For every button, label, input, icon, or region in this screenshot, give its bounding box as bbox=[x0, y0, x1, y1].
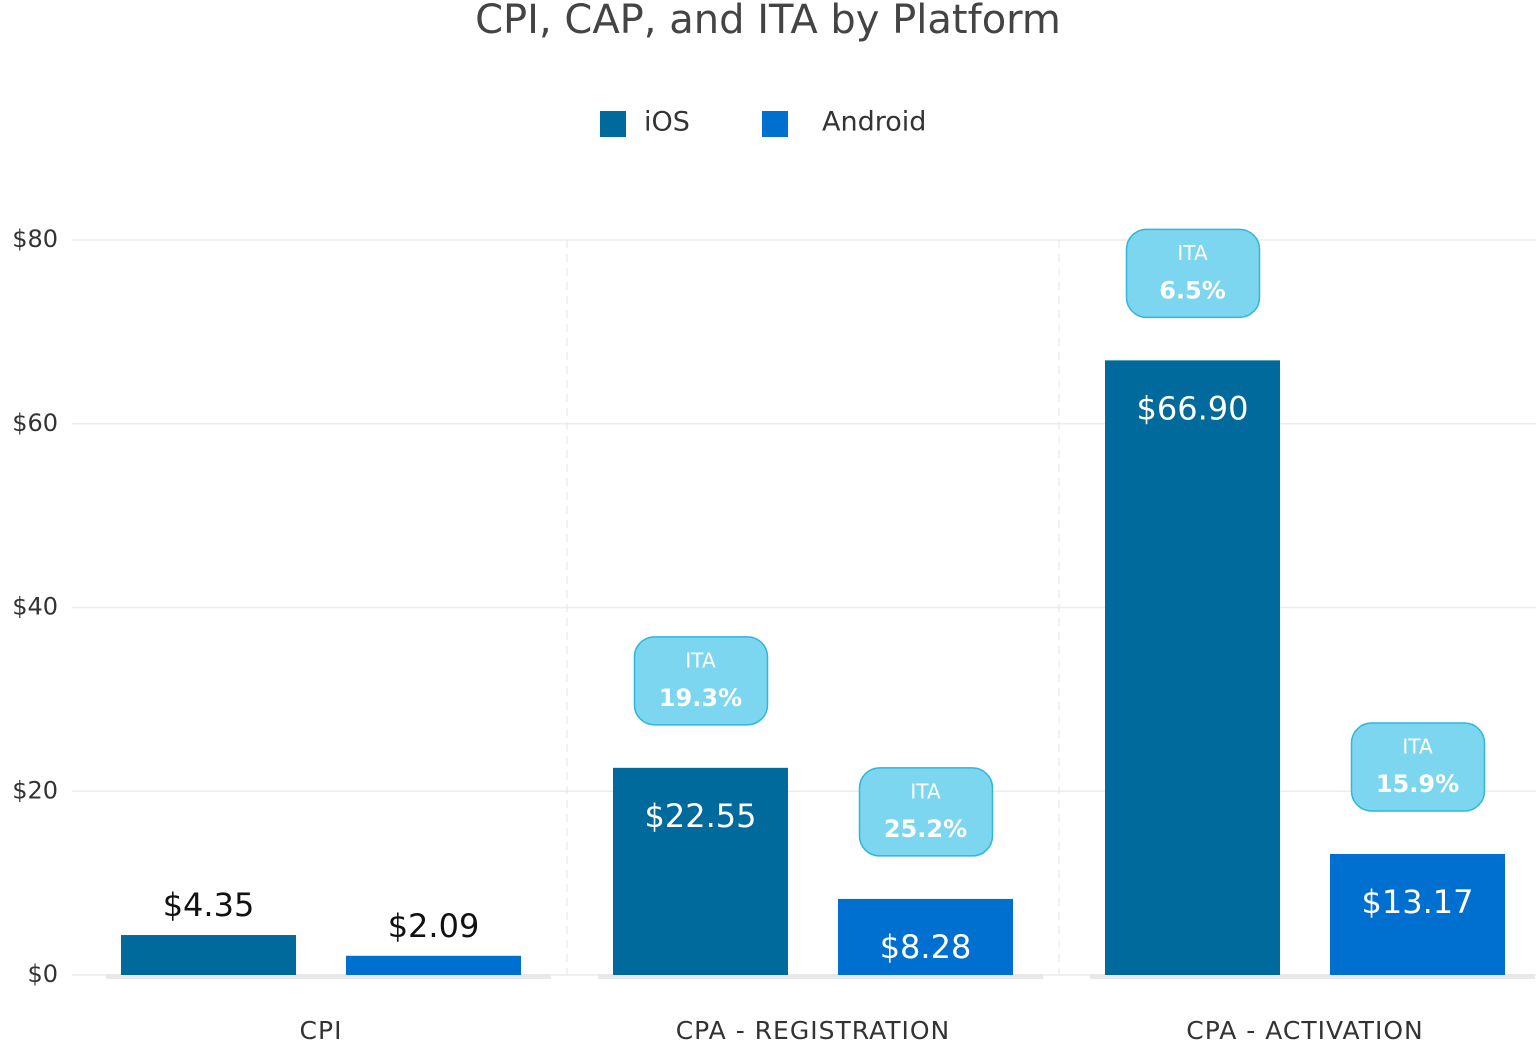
ita-badge bbox=[633, 636, 769, 726]
x-tick-label: CPI bbox=[300, 1016, 343, 1045]
y-tick-label: $80 bbox=[12, 225, 58, 253]
ita-badge bbox=[858, 767, 994, 857]
ita-value: 15.9% bbox=[1376, 770, 1459, 798]
value-label: $13.17 bbox=[1362, 883, 1474, 921]
value-label: $66.90 bbox=[1137, 389, 1249, 427]
baseline-strip bbox=[1090, 974, 1535, 979]
bar bbox=[121, 935, 296, 975]
ita-value: 6.5% bbox=[1159, 276, 1226, 304]
y-tick-label: $0 bbox=[27, 960, 58, 988]
bar bbox=[613, 767, 788, 975]
ita-title: ITA bbox=[1402, 735, 1433, 759]
legend-label: iOS bbox=[644, 107, 690, 138]
ita-value: 25.2% bbox=[884, 815, 967, 843]
ita-value: 19.3% bbox=[659, 684, 742, 712]
bar bbox=[1330, 854, 1505, 975]
ita-badge bbox=[1125, 228, 1261, 319]
value-label: $8.28 bbox=[880, 928, 972, 966]
bar bbox=[346, 955, 521, 975]
value-label: $4.35 bbox=[163, 886, 255, 924]
legend-label: Android bbox=[822, 107, 926, 138]
value-label: $2.09 bbox=[388, 907, 480, 945]
ita-title: ITA bbox=[685, 648, 716, 672]
y-tick-label: $40 bbox=[12, 593, 58, 621]
baseline-strip bbox=[598, 974, 1043, 979]
bar bbox=[838, 898, 1013, 975]
ita-title: ITA bbox=[1177, 241, 1208, 265]
ita-title: ITA bbox=[910, 779, 941, 803]
y-tick-label: $60 bbox=[12, 409, 58, 437]
value-label: $22.55 bbox=[645, 797, 757, 835]
bar bbox=[1105, 360, 1280, 975]
chart-title: CPI, CAP, and ITA by Platform bbox=[475, 0, 1061, 43]
baseline-strip bbox=[106, 974, 551, 979]
x-tick-label: CPA - ACTIVATION bbox=[1186, 1016, 1423, 1045]
x-tick-label: CPA - REGISTRATION bbox=[676, 1016, 951, 1045]
y-tick-label: $20 bbox=[12, 776, 58, 804]
legend-swatch bbox=[600, 111, 626, 137]
ita-badge bbox=[1350, 722, 1486, 812]
legend-swatch bbox=[762, 111, 788, 137]
